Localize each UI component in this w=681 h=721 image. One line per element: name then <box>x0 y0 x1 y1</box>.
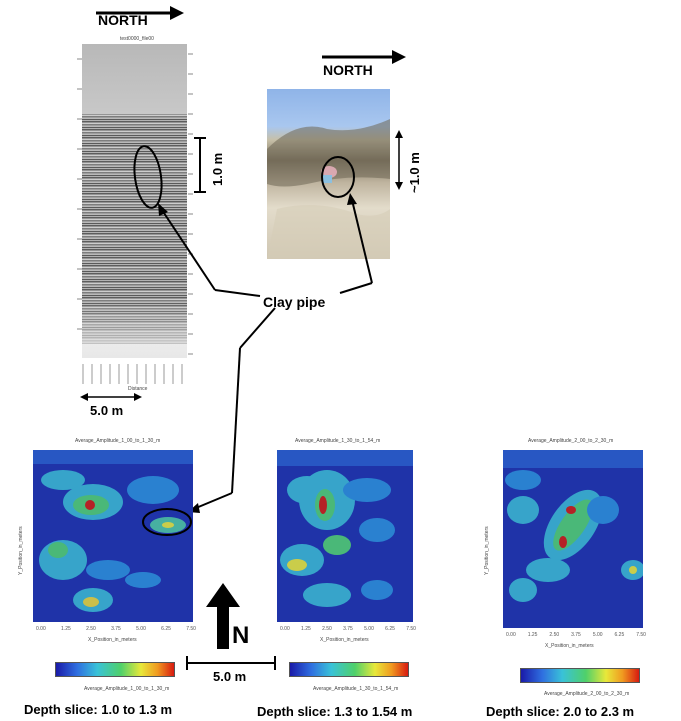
photo-depth-scale-bar <box>395 130 403 190</box>
gpr-distance-scale-bar <box>80 393 142 401</box>
slice-3-colorbar <box>520 668 640 683</box>
gpr-profile-fade <box>82 300 187 358</box>
slice-1-colorbar-label: Average_Amplitude_1_00_to_1_30_m <box>84 686 170 692</box>
slice-2-x-axis-label: X_Position_in_meters <box>320 637 369 643</box>
photo-north-label: NORTH <box>323 62 373 78</box>
clay-pipe-circle-photo <box>321 156 355 198</box>
gpr-north-label: NORTH <box>98 12 148 28</box>
slice-3-y-axis-label: Y_Position_in_meters <box>484 526 490 575</box>
slice-3-colorbar-label: Average_Amplitude_2_00_to_2_30_m <box>544 691 630 697</box>
slice-1-map <box>33 450 193 622</box>
gpr-ticks-right <box>188 53 193 355</box>
slice-3-x-axis-label: X_Position_in_meters <box>545 643 594 649</box>
clay-pipe-circle-gpr <box>133 145 163 209</box>
gpr-profile-top <box>82 44 187 114</box>
slice-3-header: Average_Amplitude_2_00_to_2_30_m <box>528 438 614 444</box>
slice-1-y-axis-label: Y_Position_in_meters <box>18 526 24 575</box>
slice-2-colorbar <box>289 662 409 677</box>
clay-pipe-label: Clay pipe <box>263 294 326 310</box>
slice-2-header: Average_Amplitude_1_30_to_1_54_m <box>295 438 381 444</box>
north-arrow-scale-label: 5.0 m <box>213 669 247 684</box>
slice-2-x-ticks: 0.00 1.25 2.50 3.75 5.00 6.25 7.50 <box>280 626 416 632</box>
slice-2-map <box>277 450 413 622</box>
clay-pipe-circle-slice <box>142 508 192 536</box>
slice-1-x-axis-label: X_Position_in_meters <box>88 637 137 643</box>
dune-photo-texture <box>267 119 390 259</box>
slice-1-caption: Depth slice: 1.0 to 1.3 m <box>24 702 173 717</box>
north-arrow-letter: N <box>232 622 250 649</box>
gpr-x-axis-label: Distance <box>128 386 148 392</box>
gpr-depth-scale-bar <box>194 137 206 193</box>
slice-3-caption: Depth slice: 2.0 to 2.3 m <box>486 704 635 719</box>
slice-1-x-ticks: 0.00 1.25 2.50 3.75 5.00 6.25 7.50 <box>36 626 196 632</box>
slice-2-colorbar-label: Average_Amplitude_1_30_to_1_54_m <box>313 686 399 692</box>
slice-2-caption: Depth slice: 1.3 to 1.54 m <box>257 704 413 719</box>
slice-1-header: Average_Amplitude_1_00_to_1_30_m <box>75 438 161 444</box>
gpr-file-label: test0000_file00 <box>120 36 154 42</box>
gpr-distance-scale-label: 5.0 m <box>90 403 124 418</box>
gpr-ticks-left <box>77 58 82 330</box>
slice-1-colorbar <box>55 662 175 677</box>
north-arrow-scale-bar <box>186 656 276 670</box>
gpr-bottom-ticks <box>82 364 190 384</box>
slice-3-map <box>503 450 643 628</box>
gpr-north-arrow-line <box>96 6 184 20</box>
photo-north-arrow <box>322 50 406 64</box>
north-arrow-icon <box>206 583 240 649</box>
slice-3-x-ticks: 0.00 1.25 2.50 3.75 5.00 6.25 7.50 <box>506 632 646 638</box>
